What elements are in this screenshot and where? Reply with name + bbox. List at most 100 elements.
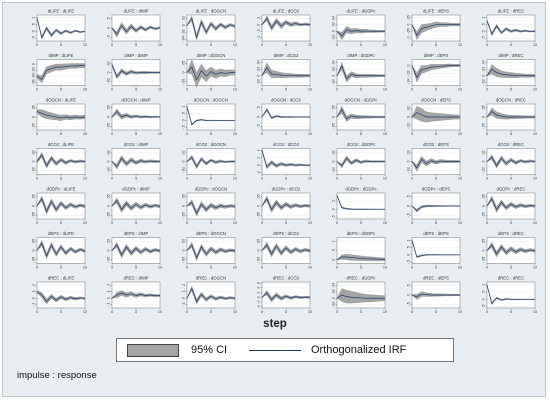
y-tick-label: .05 [257, 239, 261, 244]
x-tick-label: 0 [186, 177, 188, 181]
y-tick-label: 4 [257, 149, 261, 151]
x-tick-label: 10 [83, 177, 87, 181]
y-tick-label: 0 [332, 75, 336, 77]
panel-title: dIMP : dIMP [124, 53, 148, 58]
irf-line [486, 110, 535, 118]
ci-band [486, 19, 536, 37]
irf-line [336, 256, 386, 261]
x-tick-label: 5 [210, 43, 212, 47]
y-tick-label: 1 [407, 239, 411, 241]
y-tick-label: 0 [32, 205, 36, 207]
y-tick-label: 0 [482, 116, 486, 118]
panel-title: dOGCN : dREC [496, 98, 526, 103]
irf-line [111, 157, 160, 168]
y-tick-label: 0 [257, 75, 261, 77]
x-tick-label: 5 [285, 43, 287, 47]
x-tick-label: 0 [186, 132, 188, 136]
x-tick-label: 10 [533, 310, 537, 314]
y-tick-label: 0 [107, 297, 111, 299]
y-tick-label: .05 [182, 194, 186, 199]
x-tick-label: 5 [510, 266, 512, 270]
panel-title: dREC : dIMP [123, 276, 148, 281]
y-tick-label: 0 [482, 205, 486, 207]
y-tick-label: .5 [407, 195, 411, 198]
plot-area [36, 14, 86, 42]
x-tick-label: 5 [360, 132, 362, 136]
y-tick-label: 0 [407, 205, 411, 207]
x-tick-label: 0 [36, 132, 38, 136]
y-tick-label: 0 [482, 161, 486, 163]
ci-band [111, 22, 161, 38]
panel-title: dCO2 : dLIFE [48, 142, 74, 147]
irf-panel: dGDPc : dGDPc.50-.50 5 10 [332, 187, 388, 226]
irf-panel: dCO2 : dGDPc.020-.020 5 10 [332, 142, 388, 181]
x-tick-label: 10 [233, 310, 237, 314]
irf-line [411, 240, 460, 258]
panel-title: dIMP : dEPS [424, 53, 449, 58]
panel-title: dGDPc : dIMP [122, 187, 150, 192]
irf-panel: dCO2 : dEPS.020-.020 5 10 [407, 142, 463, 181]
irf-line [36, 111, 86, 119]
x-tick-label: 0 [186, 43, 188, 47]
x-tick-label: 5 [135, 266, 137, 270]
irf-panel: dCO2 : dIMP.020-.020 5 10 [107, 142, 163, 181]
y-tick-label: .5 [407, 284, 411, 287]
irf-line [111, 64, 160, 78]
y-tick-label: 0 [407, 294, 411, 296]
y-tick-label: 0 [332, 161, 336, 163]
panel-title: dIMP : dOGCN [197, 53, 226, 58]
y-tick-label: -.5 [32, 36, 36, 40]
x-tick-label: 5 [435, 43, 437, 47]
y-tick-label: .05 [482, 105, 486, 110]
panel-title: dCO2 : dREC [498, 142, 524, 147]
x-tick-label: 5 [435, 177, 437, 181]
x-tick-label: 0 [336, 88, 338, 92]
y-tick-label: -.04 [182, 36, 186, 42]
y-tick-label: .05 [182, 239, 186, 244]
y-tick-label: 0 [182, 250, 186, 252]
y-tick-label: -.05 [482, 123, 486, 129]
x-tick-label: 10 [308, 43, 312, 47]
x-tick-label: 10 [383, 177, 387, 181]
panel-title: dIMP : dREC [499, 53, 524, 58]
y-tick-label: 0 [32, 30, 36, 32]
y-tick-label: 0 [107, 205, 111, 207]
y-tick-label: 4 [257, 287, 261, 289]
x-tick-label: 0 [111, 132, 113, 136]
y-tick-label: .02 [32, 150, 36, 155]
irf-line [111, 292, 160, 299]
panel-title: dLIFE : dREC [498, 9, 525, 14]
x-tick-label: 0 [111, 266, 113, 270]
panel-title: dEPS : dEPS [423, 231, 449, 236]
irf-line [186, 287, 236, 303]
x-tick-label: 10 [533, 132, 537, 136]
x-tick-label: 0 [336, 266, 338, 270]
x-tick-label: 0 [336, 43, 338, 47]
ci-band [261, 241, 311, 258]
x-tick-label: 5 [60, 43, 62, 47]
y-tick-label: -.02 [107, 167, 111, 173]
ci-band [36, 152, 86, 169]
y-tick-label: 0 [257, 164, 261, 166]
x-tick-label: 0 [411, 221, 413, 225]
plot-area [261, 14, 311, 42]
y-tick-label: -.05 [257, 212, 261, 218]
x-tick-label: 0 [486, 310, 488, 314]
irf-line [261, 17, 311, 29]
x-tick-label: 0 [486, 88, 488, 92]
y-tick-label: -.5 [407, 213, 411, 217]
x-tick-label: 5 [210, 88, 212, 92]
irf-line [261, 244, 311, 255]
x-tick-label: 5 [135, 177, 137, 181]
y-tick-label: 0 [182, 161, 186, 163]
y-tick-label: 0 [182, 297, 186, 299]
panel-title: dOGCN : dGDPc [345, 98, 379, 103]
x-tick-label: 5 [360, 88, 362, 92]
x-tick-label: 0 [411, 177, 413, 181]
irf-panel: dGDPc : dLIFE.050-.050 5 10 [32, 187, 88, 226]
x-tick-label: 10 [383, 310, 387, 314]
y-tick-label: .04 [332, 16, 336, 21]
y-tick-label: -.02 [482, 79, 486, 85]
